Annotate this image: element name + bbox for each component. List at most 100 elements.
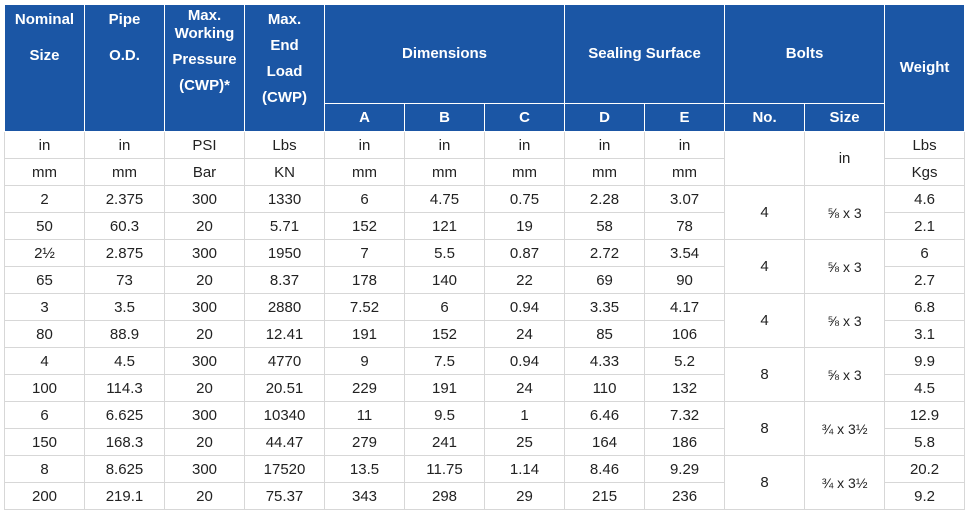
table-cell: 279 [324,428,405,456]
unit-cell: Bar [164,158,245,186]
table-cell: 2880 [244,293,325,321]
header-seal-d: D [564,103,646,132]
table-cell: 12.41 [244,320,325,348]
table-cell: 20 [164,428,245,456]
table-cell: 8 [4,455,85,483]
table-row: 200 219.1 20 75.37 343 298 29 215 236 9.2 [4,482,966,510]
table-cell: 2 [4,185,85,213]
table-cell: 7 [324,239,405,267]
table-row: 65 73 20 8.37 178 140 22 69 90 2.7 [4,266,966,294]
bolt-count-cell: 4 [724,239,806,294]
table-cell: 20 [164,320,245,348]
unit-cell: mm [324,158,405,186]
table-cell: 0.87 [483,239,566,267]
table-cell: 343 [324,482,405,510]
bolt-count-cell: 4 [724,293,806,348]
bolt-count-cell: 8 [724,455,806,510]
table-cell: 3.07 [644,185,726,213]
table-cell: 191 [324,320,405,348]
header-sealing-surface: Sealing Surface [564,4,726,104]
table-cell: 3.54 [644,239,726,267]
header-dim-a: A [324,103,405,132]
bolt-count-cell: 4 [724,185,806,240]
weight-cell: 5.8 [884,428,966,456]
weight-cell: 4.5 [884,374,966,402]
header-dim-b: B [404,103,485,132]
unit-cell: PSI [164,131,245,159]
header-pipe-od-line1: Pipe [108,11,141,28]
table-cell: 6 [404,293,485,321]
units-row: mm mm Bar KN mm mm mm mm mm Kgs [4,158,966,186]
table-cell: 4.33 [564,347,646,375]
header-max-wp-line1: Max. [187,7,222,24]
table-cell: 3.5 [84,293,165,321]
header-max-wp-line3: Pressure [172,51,237,68]
header-max-end-load-line3: Load [266,63,303,80]
table-cell: 300 [164,239,245,267]
table-cell: 3.35 [564,293,646,321]
table-cell: 7.52 [324,293,405,321]
table-cell: 13.5 [324,455,405,483]
table-row: 4 4.5 300 4770 9 7.5 0.94 4.33 5.2 8 ⅝ x 3 9.9 [4,347,966,402]
weight-cell: 2.7 [884,266,966,294]
table-cell: 20 [164,212,245,240]
table-row: 80 88.9 20 12.41 191 152 24 85 106 3.1 [4,320,966,348]
table-cell: 150 [4,428,85,456]
table-row: 2 2.375 300 1330 6 4.75 0.75 2.28 3.07 4 ⅝ x 3 4.6 [4,185,966,240]
unit-cell: KN [244,158,325,186]
table-cell: 60.3 [84,212,165,240]
header-max-end-load: Max. End Load (CWP) [244,4,325,132]
table-cell: 50 [4,212,85,240]
table-cell: 6 [324,185,405,213]
table-cell: 85 [564,320,646,348]
table-cell: 90 [644,266,726,294]
table-cell: 17520 [244,455,325,483]
table-cell: 298 [404,482,485,510]
table-cell: 2.875 [84,239,165,267]
table-cell: 73 [84,266,165,294]
weight-unit-cell: Kgs [884,158,966,186]
table-cell: 110 [564,374,646,402]
table-row: 150 168.3 20 44.47 279 241 25 164 186 5.8 [4,428,966,456]
table-cell: 19 [483,212,566,240]
bolt-size-cell: ⅝ x 3 [804,185,886,240]
weight-cell: 4.6 [884,185,966,213]
table-cell: 10340 [244,401,325,429]
table-cell: 2.28 [564,185,646,213]
bolt-size-cell: ⅝ x 3 [804,293,886,348]
table-cell: 100 [4,374,85,402]
table-cell: 65 [4,266,85,294]
weight-cell: 20.2 [884,455,966,483]
table-header: Nominal Size Pipe O.D. Max. Working Pres… [4,4,966,132]
table-cell: 69 [564,266,646,294]
unit-cell: in [644,131,726,159]
table-cell: 7.32 [644,401,726,429]
header-max-wp-line2: Working [174,25,235,42]
table-cell: 6.46 [564,401,646,429]
table-cell: 78 [644,212,726,240]
table-cell: 44.47 [244,428,325,456]
unit-cell: in [324,131,405,159]
table-cell: 178 [324,266,405,294]
bolt-size-cell: ¾ x 3½ [804,401,886,456]
header-bolts: Bolts [724,4,886,104]
table-cell: 4.75 [404,185,485,213]
unit-cell: mm [4,158,85,186]
table-cell: 2.72 [564,239,646,267]
weight-cell: 3.1 [884,320,966,348]
table-cell: 80 [4,320,85,348]
table-cell: 2.375 [84,185,165,213]
table-cell: 4770 [244,347,325,375]
table-cell: 3 [4,293,85,321]
table-cell: 1330 [244,185,325,213]
header-seal-e: E [644,103,726,132]
table-cell: 9 [324,347,405,375]
bolt-size-cell: ¾ x 3½ [804,455,886,510]
table-cell: 114.3 [84,374,165,402]
table-cell: 215 [564,482,646,510]
unit-cell: in [564,131,646,159]
header-pipe-od-line2: O.D. [109,47,140,64]
header-bolt-size: Size [804,103,886,132]
table-cell: 4.5 [84,347,165,375]
table-body: in in PSI Lbs in in in in in in Lbs mm mm Bar KN mm mm mm… [4,131,966,510]
